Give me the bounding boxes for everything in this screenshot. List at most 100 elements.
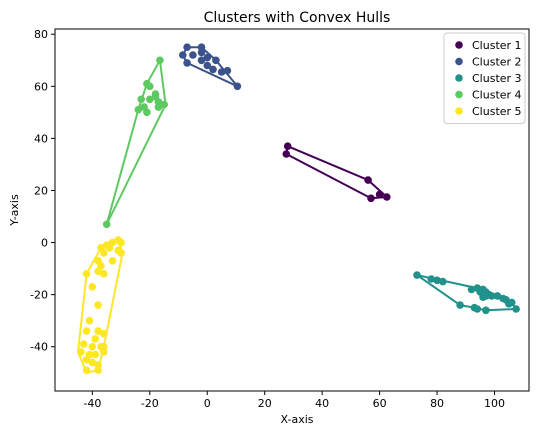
y-tick-label: 60 bbox=[34, 80, 48, 93]
cluster-2-point bbox=[212, 56, 220, 65]
cluster-3-point bbox=[467, 285, 476, 294]
cluster-4-point bbox=[134, 105, 143, 114]
cluster-2-point bbox=[223, 66, 232, 75]
x-tick-label: 60 bbox=[373, 397, 387, 410]
plot-frame bbox=[54, 28, 530, 392]
cluster-3-point bbox=[439, 277, 447, 286]
y-axis-label: Y-axis bbox=[8, 194, 21, 227]
cluster-5-point bbox=[82, 366, 91, 375]
cluster-5-point bbox=[91, 335, 99, 343]
cluster-3-point bbox=[413, 271, 421, 279]
cluster-3-point bbox=[512, 305, 520, 313]
cluster-5-point bbox=[117, 238, 125, 247]
cluster-2-point bbox=[189, 51, 197, 59]
cluster-2-point bbox=[233, 82, 242, 91]
cluster-5-point bbox=[94, 361, 102, 369]
cluster-1-point bbox=[375, 190, 384, 199]
legend-label: Cluster 3 bbox=[472, 72, 522, 85]
cluster-5-point bbox=[94, 301, 102, 309]
legend-marker bbox=[455, 41, 463, 49]
cluster-5-point bbox=[117, 249, 125, 257]
y-tick-label: -20 bbox=[30, 289, 48, 302]
cluster-5-point bbox=[94, 267, 102, 276]
y-tick-label: -40 bbox=[30, 341, 48, 354]
y-tick-label: 40 bbox=[34, 132, 48, 145]
cluster-2-point bbox=[203, 53, 212, 62]
x-tick-label: 20 bbox=[258, 397, 272, 410]
cluster-2-point bbox=[179, 51, 187, 59]
cluster-5-point bbox=[105, 244, 114, 252]
cluster-3-point bbox=[493, 292, 502, 300]
x-tick-label: 80 bbox=[430, 397, 444, 410]
cluster-5-point bbox=[100, 342, 108, 351]
cluster-2-point bbox=[197, 48, 206, 57]
legend-marker bbox=[455, 107, 463, 115]
cluster-4-point bbox=[154, 98, 163, 106]
cluster-4-point bbox=[156, 56, 164, 65]
cluster-5-point bbox=[100, 348, 108, 356]
x-tick-label: 100 bbox=[484, 397, 505, 410]
legend-marker bbox=[455, 90, 463, 99]
cluster-5-point bbox=[77, 348, 85, 356]
plot-area bbox=[77, 43, 520, 375]
cluster-2-point bbox=[183, 59, 191, 67]
cluster-3-point bbox=[487, 292, 496, 300]
cluster-5-point bbox=[82, 270, 91, 278]
cluster-3-point bbox=[482, 306, 490, 315]
y-tick-label: 20 bbox=[34, 184, 48, 197]
cluster-2-point bbox=[209, 65, 217, 74]
y-tick-label: 80 bbox=[34, 28, 48, 41]
cluster-1-point bbox=[383, 193, 391, 201]
legend: Cluster 1 Cluster 2 Cluster 3 Cluster 4 Clus… bbox=[443, 32, 526, 124]
cluster-1-hull bbox=[285, 145, 388, 200]
legend-label: Cluster 1 bbox=[472, 39, 522, 52]
cluster-4-point bbox=[102, 220, 111, 229]
cluster-5-point bbox=[108, 257, 117, 265]
cluster-4-hull bbox=[105, 59, 167, 226]
cluster-5-point bbox=[88, 342, 97, 351]
legend-box bbox=[443, 32, 526, 124]
cluster-2-point bbox=[197, 56, 206, 65]
legend-label: Cluster 4 bbox=[472, 89, 522, 102]
cluster-2-point bbox=[183, 43, 191, 51]
cluster-5-point bbox=[100, 249, 108, 257]
cluster-4-point bbox=[137, 95, 145, 104]
cluster-5-point bbox=[94, 366, 102, 375]
cluster-1-point bbox=[367, 194, 375, 203]
cluster-5-point bbox=[82, 355, 91, 364]
cluster-5-point bbox=[88, 283, 97, 291]
cluster-4-point bbox=[154, 103, 163, 111]
cluster-4-point bbox=[146, 82, 154, 91]
cluster-3-point bbox=[473, 305, 482, 313]
cluster-5-point bbox=[88, 358, 97, 367]
cluster-4-point bbox=[146, 95, 154, 104]
cluster-1-point bbox=[364, 176, 372, 184]
x-tick-label: 40 bbox=[315, 397, 329, 410]
cluster-5-point bbox=[85, 316, 94, 325]
cluster-5-point bbox=[100, 270, 108, 278]
cluster-3-point bbox=[433, 276, 441, 285]
cluster-4-point bbox=[160, 100, 168, 109]
chart-title: Clusters with Convex Hulls bbox=[204, 10, 391, 26]
cluster-1-point bbox=[282, 150, 291, 158]
cluster-5-point bbox=[79, 340, 88, 348]
cluster-3-point bbox=[508, 298, 516, 307]
cluster-3-point bbox=[427, 275, 436, 283]
x-tick-label: -40 bbox=[83, 397, 101, 410]
legend-label: Cluster 5 bbox=[472, 105, 522, 118]
cluster-5-point bbox=[82, 327, 91, 335]
cluster-5-point bbox=[91, 350, 99, 359]
legend-marker bbox=[455, 57, 463, 66]
x-tick-label: 0 bbox=[204, 397, 211, 410]
cluster-5-point bbox=[100, 329, 108, 338]
x-axis-label: X-axis bbox=[281, 413, 314, 426]
legend-label: Cluster 2 bbox=[472, 56, 522, 69]
cluster-2-point bbox=[197, 43, 206, 51]
y-tick-label: 0 bbox=[41, 237, 48, 250]
cluster-3-point bbox=[456, 301, 464, 309]
cluster-1-point bbox=[283, 142, 292, 150]
x-tick-label: -20 bbox=[141, 397, 159, 410]
cluster-4-point bbox=[143, 108, 151, 117]
cluster-2-point bbox=[203, 61, 212, 70]
